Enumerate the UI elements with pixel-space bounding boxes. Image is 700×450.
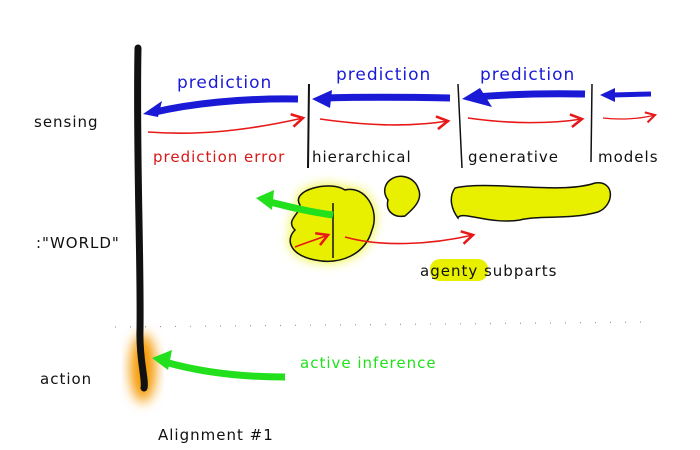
label-sensing: sensing: [34, 113, 99, 131]
agenty-subpart-2: [383, 175, 421, 218]
agenty-subpart-1: [289, 185, 375, 262]
subpart-action-arrow: [256, 190, 334, 219]
subpart-error-arrow-1: [294, 231, 331, 248]
active-inference-arrow: [152, 350, 286, 381]
prediction-arrow-3: [462, 88, 586, 107]
label-action: action: [40, 370, 92, 388]
prediction-error-arrow-3: [467, 113, 585, 129]
prediction-error-arrow-2: [319, 115, 451, 131]
prediction-error-arrow-4: [602, 111, 658, 124]
label-generative: generative: [468, 148, 559, 166]
prediction-arrow-2: [312, 90, 451, 108]
label-prediction-1: prediction: [177, 73, 272, 93]
level-divider-3: [590, 83, 593, 163]
label-agenty-subparts: agenty subparts: [420, 262, 557, 280]
prediction-arrow-4: [600, 88, 652, 102]
label-world: :"WORLD": [36, 234, 120, 252]
markov-blanket-line: [134, 44, 148, 392]
prediction-error-arrow-1: [147, 113, 306, 135]
label-hierarchical: hierarchical: [312, 148, 412, 166]
agenty-subparts-highlight: [430, 259, 488, 281]
label-models: models: [598, 148, 659, 166]
label-prediction-error: prediction error: [153, 148, 285, 166]
world-action-divider: [114, 321, 656, 328]
level-divider-2: [457, 83, 463, 169]
label-active-inference: active inference: [300, 354, 437, 372]
subpart-error-arrow-2: [344, 230, 476, 245]
prediction-arrow-1: [143, 95, 299, 117]
label-prediction-2: prediction: [336, 65, 431, 85]
agenty-subpart-3: [450, 182, 612, 222]
caption: Alignment #1: [158, 426, 274, 444]
level-divider-1: [307, 83, 310, 169]
label-prediction-3: prediction: [480, 65, 575, 85]
